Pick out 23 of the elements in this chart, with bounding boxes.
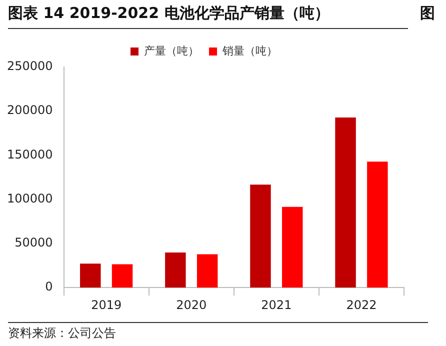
bar bbox=[80, 264, 101, 288]
legend-label: 销量（吨） bbox=[222, 44, 278, 58]
bar bbox=[196, 254, 218, 288]
y-tick-label: 150000 bbox=[6, 147, 53, 162]
x-tick-label: 2021 bbox=[261, 298, 292, 312]
bar bbox=[282, 206, 303, 288]
y-tick-label: 200000 bbox=[6, 103, 53, 118]
x-tick-label: 2022 bbox=[346, 298, 377, 312]
bar bbox=[165, 252, 186, 288]
y-tick-label: 250000 bbox=[6, 59, 53, 74]
chart-title: 图表 14 2019-2022 电池化学品产销量（吨） bbox=[8, 4, 408, 29]
x-tick-label: 2019 bbox=[91, 298, 122, 312]
legend-label: 产量（吨） bbox=[144, 44, 199, 58]
x-tick-label: 2020 bbox=[176, 298, 207, 312]
text: 资料来源：公司公告 bbox=[8, 322, 428, 342]
y-tick-label: 0 bbox=[45, 280, 53, 294]
bar bbox=[250, 184, 271, 288]
bar bbox=[335, 118, 356, 288]
text: 图 bbox=[420, 4, 435, 23]
bar bbox=[112, 264, 133, 288]
y-tick-label: 50000 bbox=[14, 236, 53, 250]
bar bbox=[367, 162, 388, 288]
y-tick-label: 100000 bbox=[6, 191, 53, 206]
